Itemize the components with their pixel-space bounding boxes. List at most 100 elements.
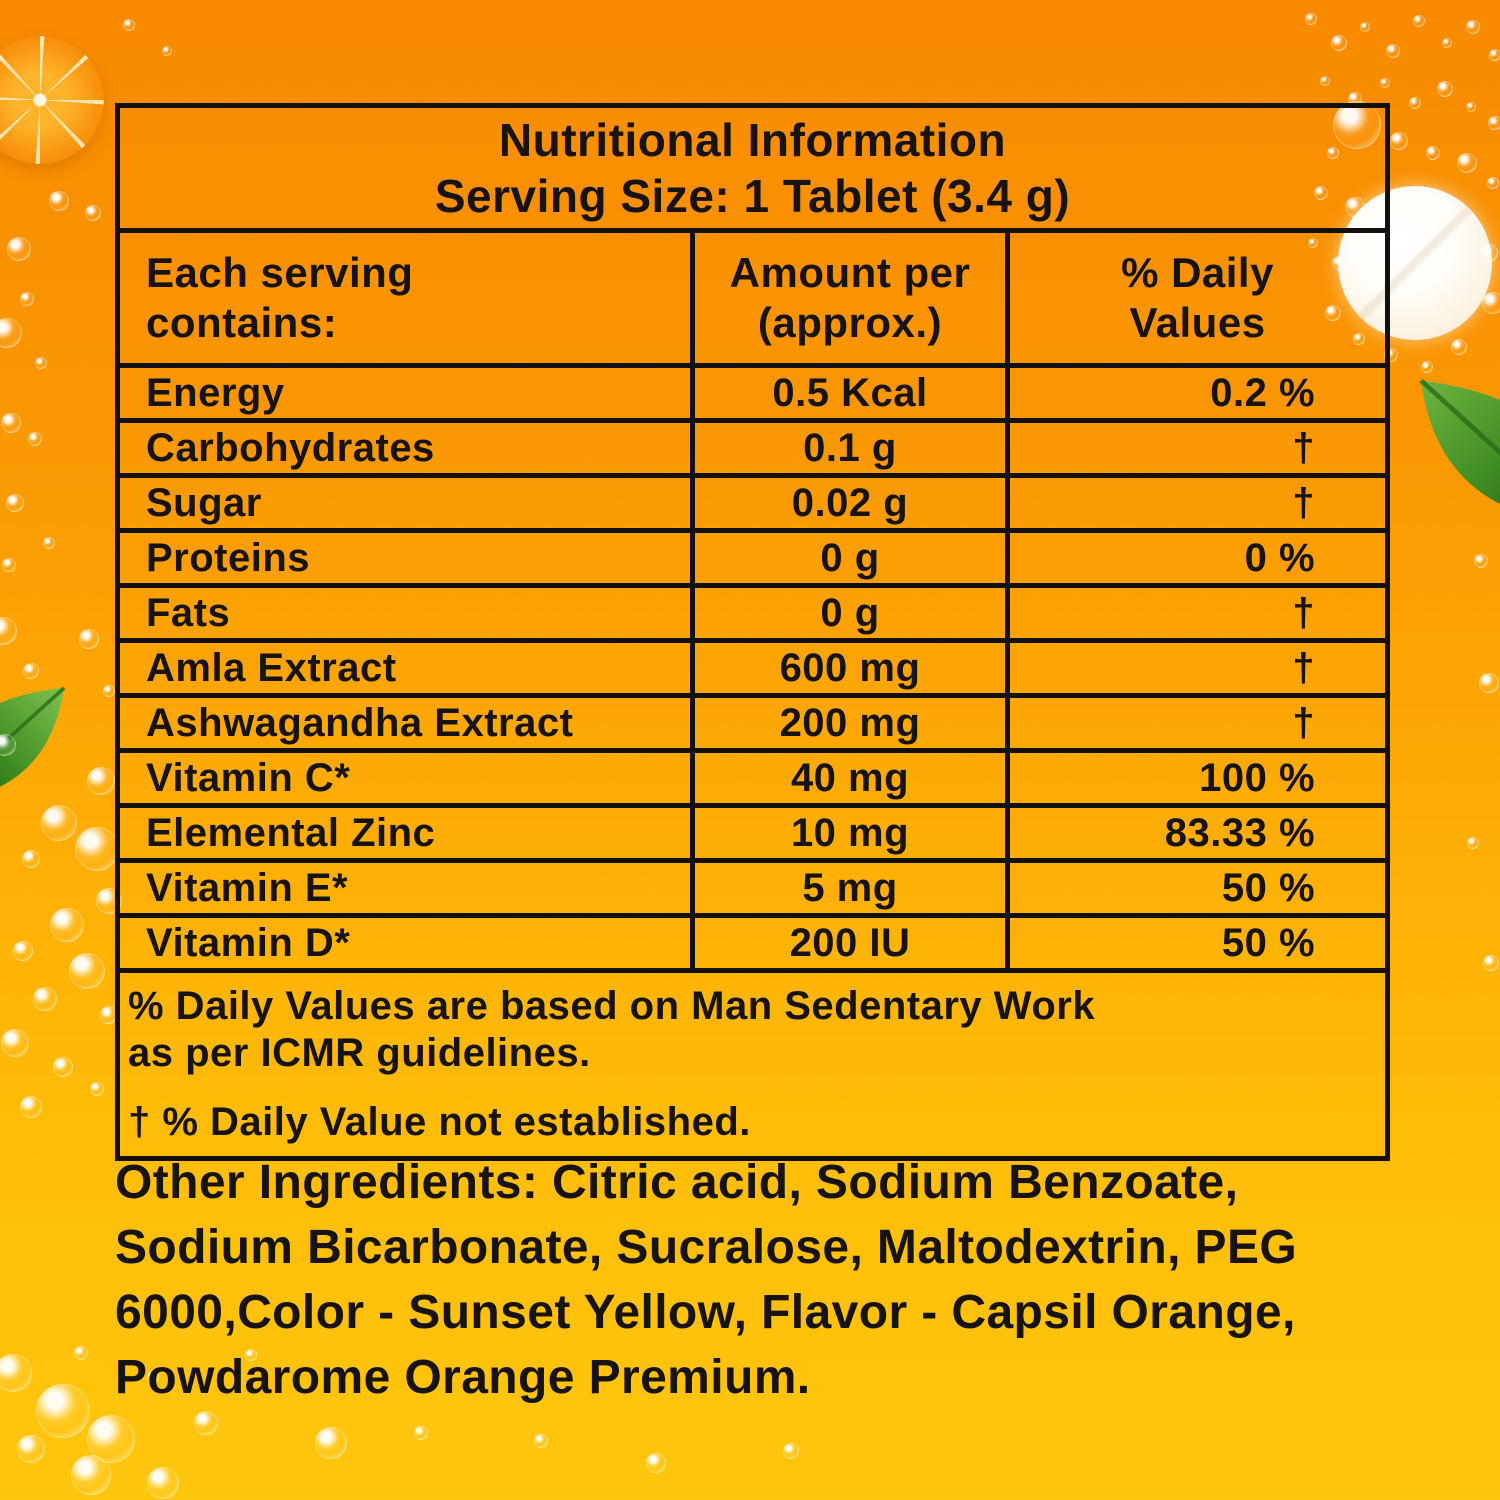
bubble: [1390, 132, 1408, 150]
bubble: [123, 19, 135, 31]
bubble: [1, 1029, 29, 1057]
bubble: [245, 1349, 257, 1361]
bubble: [1414, 194, 1424, 204]
bubble: [1331, 35, 1347, 51]
nutrient-name: Vitamin C*: [115, 748, 695, 808]
bubble: [87, 1415, 135, 1463]
bubble: [85, 205, 101, 221]
nutrient-name: Vitamin D*: [115, 913, 695, 973]
bubble: [783, 1443, 799, 1459]
bubble: [74, 1346, 88, 1360]
nutrient-daily-value: †: [1004, 638, 1391, 698]
nutrient-name: Energy: [115, 363, 695, 423]
bubble: [1320, 76, 1330, 86]
table-row: Elemental Zinc 10 mg 83.33 %: [115, 803, 1391, 863]
bubble: [36, 1384, 90, 1438]
bubble: [43, 537, 55, 549]
nutrient-amount: 200 IU: [690, 913, 1010, 973]
table-row: Vitamin D* 200 IU 50 %: [115, 913, 1391, 973]
nutrient-daily-value: †: [1004, 583, 1391, 643]
footnote-row: % Daily Values are based on Man Sedentar…: [114, 968, 1391, 1161]
other-ingredients-label: Other Ingredients:: [115, 1156, 539, 1209]
footnotes-cell: % Daily Values are based on Man Sedentar…: [114, 968, 1391, 1161]
title-row: Nutritional Information Serving Size: 1 …: [114, 103, 1391, 233]
nutrient-daily-value: 83.33 %: [1004, 803, 1391, 863]
bubble: [1480, 244, 1498, 262]
bubble: [49, 191, 69, 211]
bubble: [17, 1435, 45, 1463]
nutrient-daily-value: †: [1004, 693, 1391, 753]
table-row: Vitamin E* 5 mg 50 %: [115, 858, 1391, 918]
bubble: [28, 432, 42, 446]
nutrition-panel: Nutritional Information Serving Size: 1 …: [114, 103, 1391, 1161]
bubble: [7, 237, 31, 261]
bubble: [1444, 202, 1458, 216]
bubble: [103, 685, 115, 697]
table-header-row: Each serving contains: Amount per (appro…: [115, 228, 1391, 368]
nutrient-name: Fats: [115, 583, 695, 643]
nutrient-name: Sugar: [115, 473, 695, 533]
bubble: [1483, 955, 1499, 971]
bubble: [1466, 20, 1480, 34]
bubble: [33, 987, 57, 1011]
nutrient-daily-value: 0.2 %: [1004, 363, 1391, 423]
bubble: [20, 292, 34, 306]
bubble: [22, 850, 40, 868]
bubble: [414, 1426, 428, 1440]
other-ingredients-section: Other Ingredients: Citric acid, Sodium B…: [115, 1150, 1325, 1410]
orange-slice-icon: [0, 36, 104, 164]
bubble: [1386, 44, 1400, 58]
nutrient-daily-value: †: [1004, 473, 1391, 533]
bubble: [1305, 13, 1317, 25]
bubble: [6, 494, 24, 512]
bubble: [41, 805, 77, 841]
bubble: [1479, 673, 1499, 693]
bubble: [1482, 292, 1500, 314]
nutrition-table: Nutritional Information Serving Size: 1 …: [114, 103, 1391, 1161]
bubble: [0, 1354, 32, 1392]
nutrient-amount: 5 mg: [690, 858, 1010, 918]
bubble: [534, 1434, 548, 1448]
nutrient-amount: 0 g: [690, 583, 1010, 643]
bubble: [75, 827, 119, 871]
bubble: [1413, 15, 1425, 27]
bubble: [71, 1455, 111, 1495]
bubble: [1489, 49, 1500, 61]
nutrient-amount: 10 mg: [690, 803, 1010, 863]
bubble: [0, 617, 17, 645]
nutrient-name: Elemental Zinc: [115, 803, 695, 863]
table-row: Ashwagandha Extract 200 mg †: [115, 693, 1391, 753]
table-row: Vitamin C* 40 mg 100 %: [115, 748, 1391, 808]
bubble: [90, 1082, 104, 1096]
bubble: [1466, 102, 1476, 112]
panel-title: Nutritional Information Serving Size: 1 …: [114, 103, 1391, 233]
bubble: [87, 767, 115, 795]
bubble: [13, 941, 33, 961]
bubble: [1451, 339, 1467, 355]
bubble: [1409, 97, 1421, 109]
nutrient-daily-value: 50 %: [1004, 913, 1391, 973]
nutrient-name: Proteins: [115, 528, 695, 588]
bubble: [646, 1453, 666, 1473]
other-ingredients-text: Other Ingredients: Citric acid, Sodium B…: [115, 1156, 1298, 1404]
bubble: [0, 318, 22, 348]
bubble: [162, 46, 172, 56]
bubble: [1380, 78, 1390, 88]
nutrient-daily-value: †: [1004, 418, 1391, 478]
column-header-daily: % Daily Values: [1004, 228, 1391, 368]
bubble: [20, 1096, 42, 1118]
table-row: Amla Extract 600 mg †: [115, 638, 1391, 698]
nutrient-amount: 0 g: [690, 528, 1010, 588]
bubble: [1360, 22, 1370, 32]
nutrient-amount: 0.02 g: [690, 473, 1010, 533]
table-row: Energy 0.5 Kcal 0.2 %: [115, 363, 1391, 423]
footnote-daily-values: % Daily Values are based on Man Sedentar…: [128, 984, 1096, 1075]
column-header-amount: Amount per (approx.): [690, 228, 1010, 368]
nutrient-daily-value: 50 %: [1004, 858, 1391, 918]
nutrient-amount: 0.1 g: [690, 418, 1010, 478]
bubble: [147, 1371, 159, 1383]
nutrient-amount: 40 mg: [690, 748, 1010, 808]
bubble: [315, 1427, 347, 1459]
